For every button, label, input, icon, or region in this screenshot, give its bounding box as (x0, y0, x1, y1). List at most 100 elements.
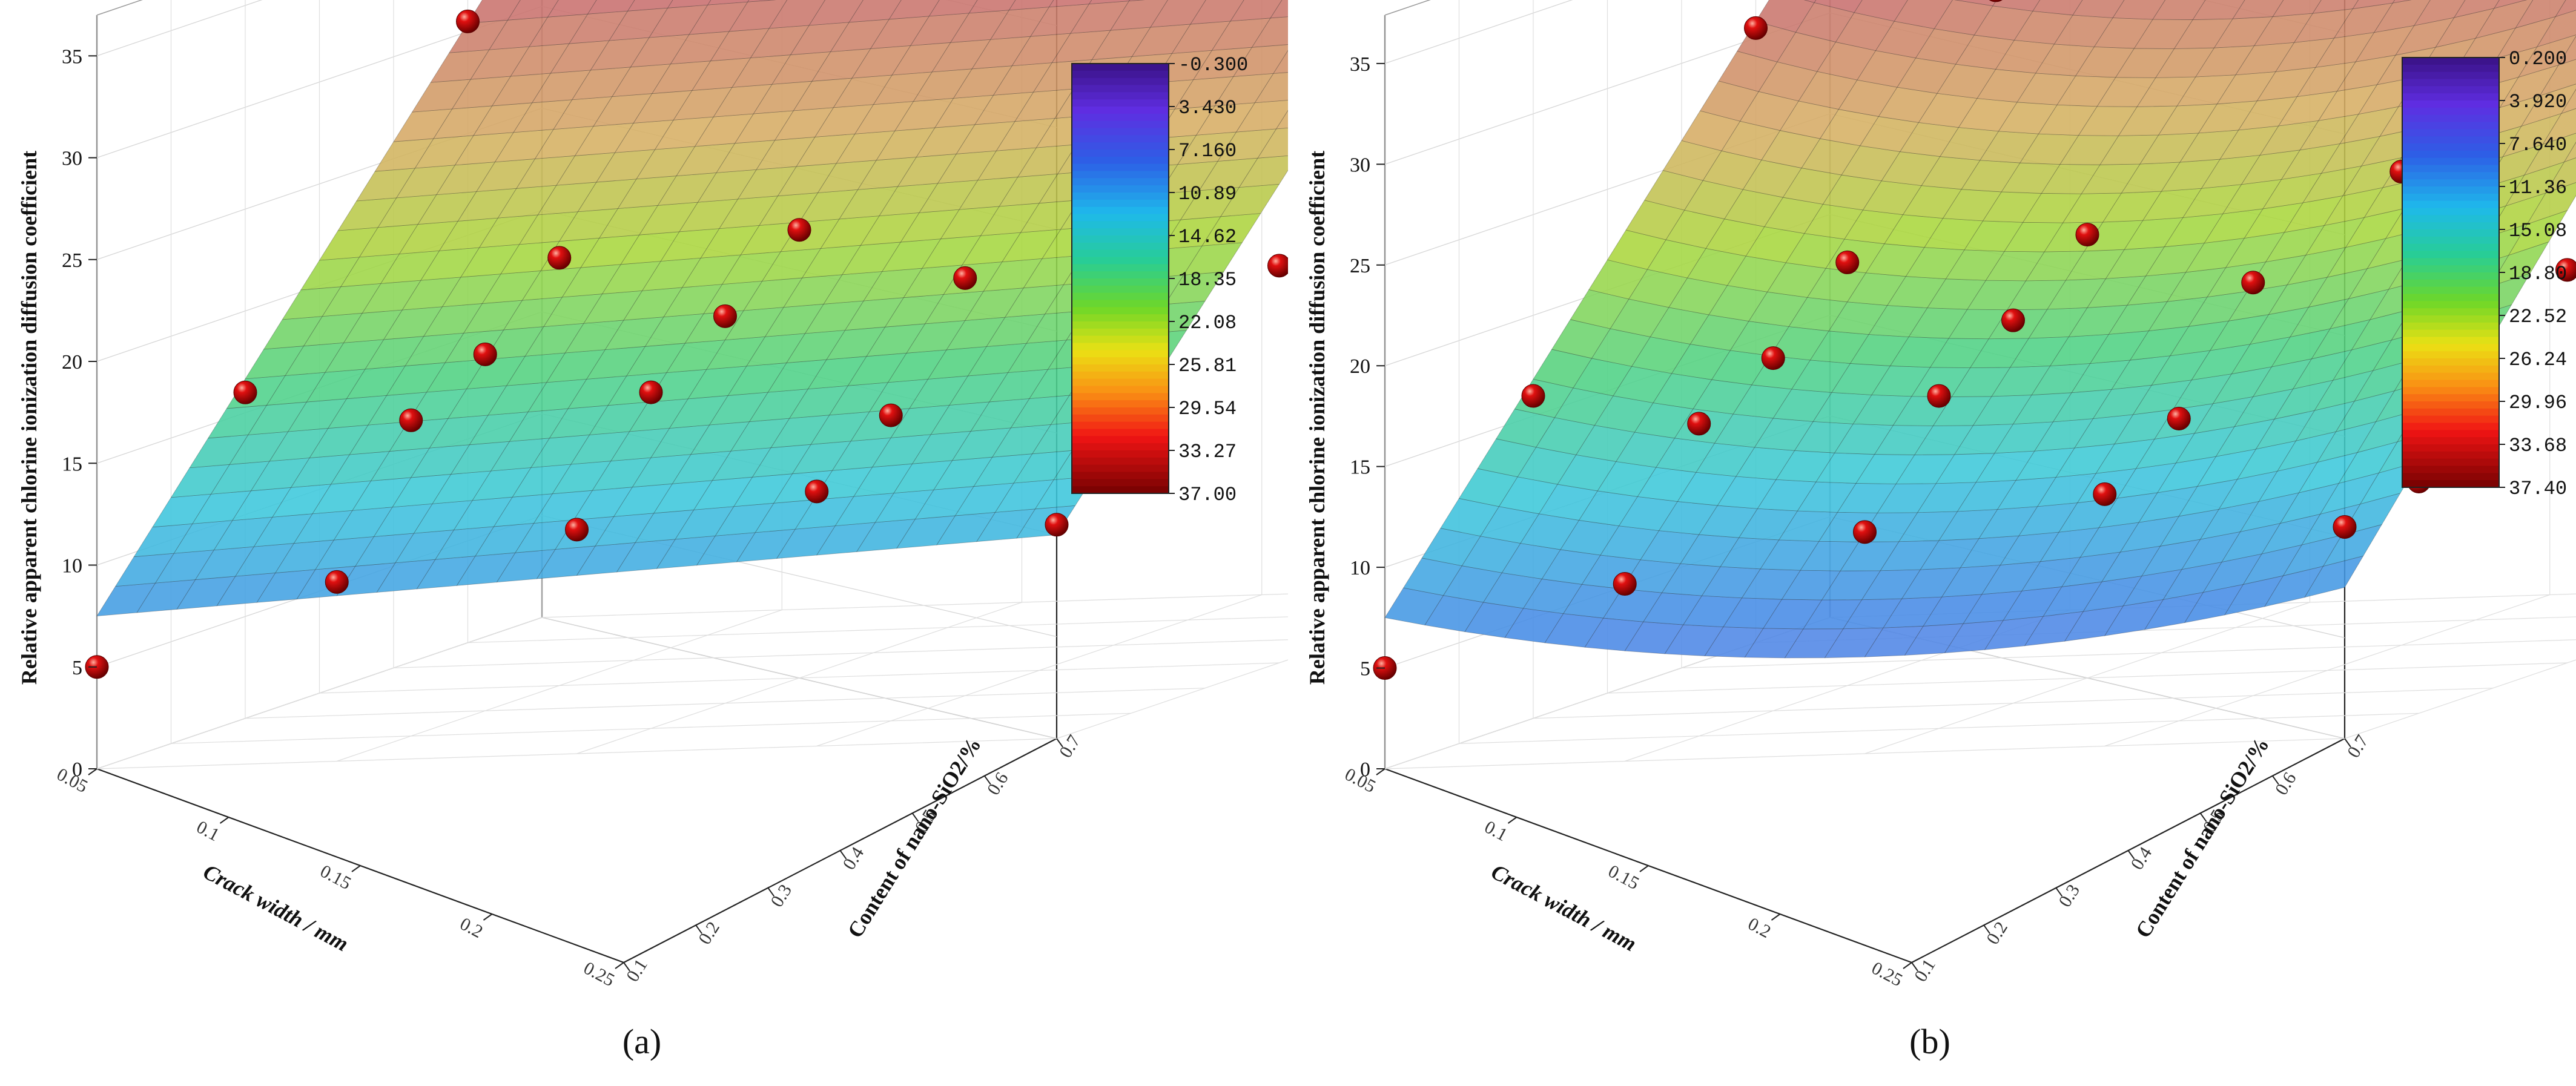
colorbar-segment (1072, 228, 1169, 236)
colorbar-segment (2402, 337, 2499, 345)
z-tick-label: 35 (62, 45, 82, 68)
data-point (805, 480, 828, 503)
y-tick-label: 0.1 (1911, 955, 1940, 985)
data-point (474, 343, 497, 366)
colorbar-segment (2402, 409, 2499, 416)
colorbar-segment (2402, 100, 2499, 108)
data-point (548, 246, 571, 269)
colorbar-segment (2402, 330, 2499, 338)
y-tick-label: 0.4 (2127, 843, 2156, 873)
y-tick-label: 0.7 (2343, 731, 2373, 761)
x-tick (1772, 914, 1780, 920)
data-point (1688, 412, 1711, 435)
gridline-y (1459, 713, 2419, 743)
y-tick-label: 0.3 (767, 881, 796, 910)
data-point (1522, 384, 1545, 407)
y-tick-label: 0.1 (623, 955, 652, 985)
data-point (400, 409, 423, 432)
colorbar-segment (2402, 79, 2499, 87)
gridline-y (394, 637, 1288, 668)
colorbar-segment (2402, 308, 2499, 316)
data-point (879, 404, 902, 427)
colorbar-segment (1072, 171, 1169, 179)
colorbar-segment (1072, 250, 1169, 258)
z-tick-label: 20 (62, 351, 82, 374)
data-point (1927, 384, 1950, 407)
gridline-x (2345, 587, 2576, 739)
colorbar-segment (1072, 71, 1169, 79)
z-tick-label: 15 (1350, 456, 1370, 479)
colorbar-segment (2402, 158, 2499, 166)
colorbar-tick-label: 18.35 (1178, 269, 1237, 291)
data-point (2242, 271, 2265, 294)
data-point (2093, 482, 2116, 505)
colorbar-segment (2402, 251, 2499, 259)
colorbar-segment (2402, 208, 2499, 216)
colorbar-segment (1072, 422, 1169, 430)
z-tick-label: 10 (1350, 557, 1370, 579)
colorbar-segment (2402, 136, 2499, 144)
x-tick (1903, 963, 1912, 969)
colorbar-segment (2402, 416, 2499, 424)
colorbar-segment (1072, 336, 1169, 344)
colorbar-tick-label: 7.640 (2509, 134, 2567, 156)
colorbar-segment (2402, 344, 2499, 352)
colorbar-tick-label: 33.68 (2509, 435, 2567, 457)
x-tick-label: 0.15 (1605, 861, 1642, 893)
y-tick-label: 0.6 (2271, 769, 2300, 798)
x-tick-label: 0.1 (193, 817, 223, 845)
y-tick-label: 0.2 (695, 918, 724, 948)
colorbar-tick-label: 11.36 (2509, 177, 2567, 199)
data-point (954, 266, 977, 289)
z-tick-label: 30 (62, 148, 82, 170)
x-tick-label: 0.1 (1481, 817, 1511, 845)
x-tick-label: 0.25 (1868, 958, 1906, 990)
y-tick-label: 0.6 (983, 769, 1012, 798)
colorbar-segment (2402, 301, 2499, 309)
colorbar-segment (1072, 107, 1169, 114)
colorbar-segment (1072, 364, 1169, 372)
colorbar-segment (1072, 271, 1169, 279)
colorbar-segment (1072, 193, 1169, 200)
z-axis-title: Relative apparent chlorine ionization di… (17, 151, 41, 685)
colorbar-segment (1072, 407, 1169, 415)
colorbar-segment (1072, 350, 1169, 358)
z-tick-label: 10 (62, 555, 82, 578)
panel-label: (b) (1909, 1022, 1950, 1061)
colorbar-segment (2402, 358, 2499, 366)
x-tick (220, 817, 229, 823)
colorbar-segment (2402, 394, 2499, 402)
colorbar-segment (1072, 465, 1169, 473)
colorbar-segment (2402, 172, 2499, 180)
data-point (1268, 254, 1289, 277)
colorbar-tick-label: 18.80 (2509, 263, 2567, 285)
colorbar-segment (1072, 293, 1169, 301)
colorbar-segment (2402, 366, 2499, 374)
colorbar-segment (2402, 237, 2499, 245)
colorbar-segment (1072, 300, 1169, 308)
colorbar-tick-label: 3.920 (2509, 91, 2567, 113)
gridline-y (320, 663, 1280, 693)
data-point (457, 10, 480, 33)
colorbar-segment (1072, 386, 1169, 394)
x-tick-label: 0.05 (1341, 764, 1379, 797)
colorbar-segment (1072, 128, 1169, 136)
data-point (1045, 513, 1068, 536)
colorbar-tick-label: 37.40 (2509, 478, 2567, 500)
z-axis-title: Relative apparent chlorine ionization di… (1305, 151, 1329, 685)
x-tick (1376, 769, 1385, 775)
colorbar-segment (2402, 65, 2499, 73)
data-point (1762, 347, 1785, 370)
colorbar-segment (1072, 343, 1169, 351)
colorbar-segment (2402, 93, 2499, 101)
x-tick-label: 0.25 (580, 958, 618, 990)
colorbar-segment (1072, 92, 1169, 100)
colorbar-segment (2402, 373, 2499, 381)
data-point (566, 518, 589, 541)
colorbar-segment (1072, 178, 1169, 186)
colorbar-tick-label: 15.08 (2509, 220, 2567, 242)
colorbar-segment (1072, 157, 1169, 165)
colorbar-segment (2402, 401, 2499, 409)
x-tick (88, 769, 97, 775)
